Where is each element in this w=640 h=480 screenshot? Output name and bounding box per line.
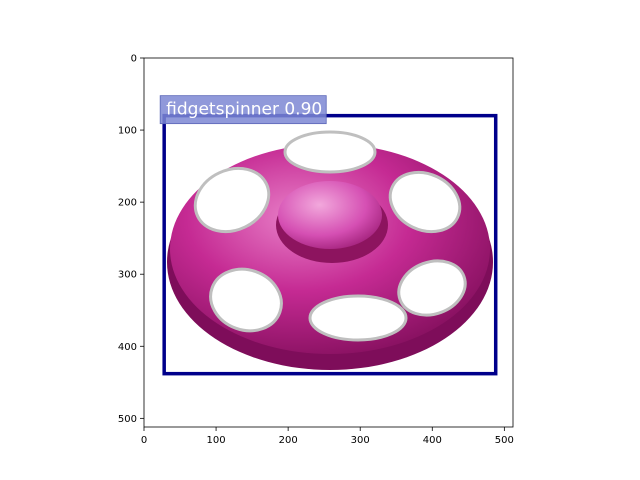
y-tick-label: 400 [118, 342, 137, 353]
fidget-spinner-image [167, 130, 493, 370]
x-tick-label: 500 [495, 435, 514, 446]
spinner-cap [278, 181, 382, 249]
y-axis-ticks: 0 100 200 300 400 500 [118, 54, 144, 425]
x-tick-label: 0 [141, 435, 147, 446]
detection-label: fidgetspinner 0.90 [166, 100, 322, 120]
x-tick-label: 100 [207, 435, 226, 446]
x-tick-label: 200 [279, 435, 298, 446]
spinner-cutouts [193, 130, 467, 342]
y-tick-label: 300 [118, 270, 137, 281]
y-tick-label: 200 [118, 198, 137, 209]
detection-label-background [159, 95, 327, 125]
x-tick-label: 400 [423, 435, 442, 446]
detection-box [162, 113, 498, 376]
y-tick-label: 500 [118, 414, 137, 425]
y-tick-label: 0 [131, 54, 137, 65]
y-tick-label: 100 [118, 126, 137, 137]
x-tick-label: 300 [351, 435, 370, 446]
x-axis-ticks: 0 100 200 300 400 500 [141, 427, 514, 446]
axes-frame [143, 57, 514, 428]
